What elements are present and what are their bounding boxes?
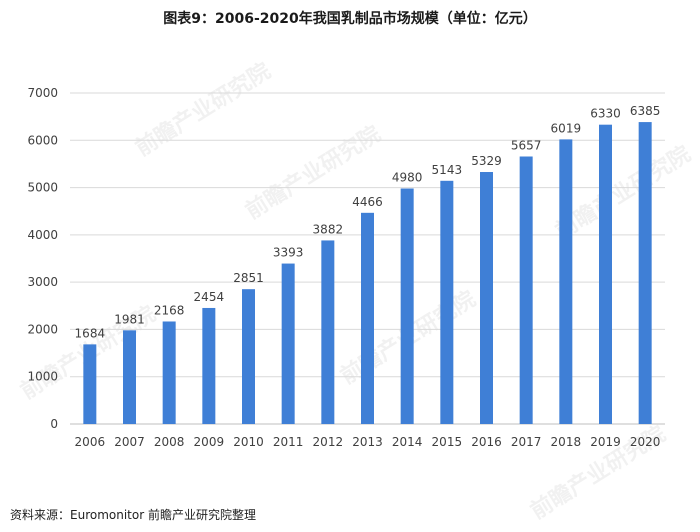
data-label: 5657 bbox=[511, 139, 542, 153]
bar bbox=[599, 124, 612, 424]
data-label: 5143 bbox=[432, 163, 463, 177]
y-tick-label: 4000 bbox=[27, 228, 58, 242]
x-tick-label: 2014 bbox=[392, 435, 423, 449]
bar bbox=[480, 172, 493, 424]
y-tick-label: 6000 bbox=[27, 133, 58, 147]
y-tick-label: 1000 bbox=[27, 370, 58, 384]
data-label: 2851 bbox=[233, 271, 264, 285]
source-note: 资料来源：Euromonitor 前瞻产业研究院整理 bbox=[10, 508, 256, 522]
data-label: 5329 bbox=[471, 154, 502, 168]
bar bbox=[162, 321, 176, 424]
x-tick-label: 2019 bbox=[590, 435, 621, 449]
data-label: 2454 bbox=[194, 290, 225, 304]
bar bbox=[83, 344, 97, 424]
data-label: 3393 bbox=[273, 246, 304, 260]
bar bbox=[202, 307, 216, 424]
x-tick-label: 2010 bbox=[233, 435, 264, 449]
data-label: 3882 bbox=[313, 222, 344, 236]
data-label: 6385 bbox=[630, 104, 661, 118]
bar bbox=[559, 139, 573, 425]
x-tick-label: 2012 bbox=[313, 435, 344, 449]
bar bbox=[638, 122, 652, 424]
x-tick-label: 2009 bbox=[194, 435, 225, 449]
y-tick-label: 2000 bbox=[27, 322, 58, 336]
data-label: 4466 bbox=[352, 195, 383, 209]
x-tick-label: 2020 bbox=[630, 435, 661, 449]
y-tick-label: 0 bbox=[50, 417, 58, 431]
data-label: 6019 bbox=[551, 121, 582, 135]
bar bbox=[321, 240, 335, 424]
bar bbox=[281, 263, 295, 424]
x-tick-label: 2013 bbox=[352, 435, 383, 449]
x-tick-label: 2006 bbox=[75, 435, 106, 449]
x-tick-label: 2016 bbox=[471, 435, 502, 449]
y-tick-label: 5000 bbox=[27, 181, 58, 195]
bar bbox=[242, 289, 255, 424]
chart-title: 图表9：2006-2020年我国乳制品市场规模（单位：亿元） bbox=[163, 11, 537, 27]
data-label: 4980 bbox=[392, 171, 423, 185]
bar bbox=[400, 188, 414, 424]
x-tick-label: 2008 bbox=[154, 435, 185, 449]
x-tick-label: 2018 bbox=[551, 435, 582, 449]
y-tick-label: 7000 bbox=[27, 86, 58, 100]
bar bbox=[440, 180, 454, 424]
data-label: 6330 bbox=[590, 107, 621, 121]
x-tick-label: 2011 bbox=[273, 435, 304, 449]
data-label: 1981 bbox=[114, 312, 145, 326]
x-tick-label: 2015 bbox=[432, 435, 463, 449]
bar bbox=[361, 212, 374, 424]
data-label: 1684 bbox=[75, 326, 106, 340]
bar bbox=[519, 156, 533, 425]
bar bbox=[123, 330, 136, 424]
y-tick-label: 3000 bbox=[27, 275, 58, 289]
data-label: 2168 bbox=[154, 303, 185, 317]
x-tick-label: 2017 bbox=[511, 435, 542, 449]
x-tick-label: 2007 bbox=[114, 435, 145, 449]
